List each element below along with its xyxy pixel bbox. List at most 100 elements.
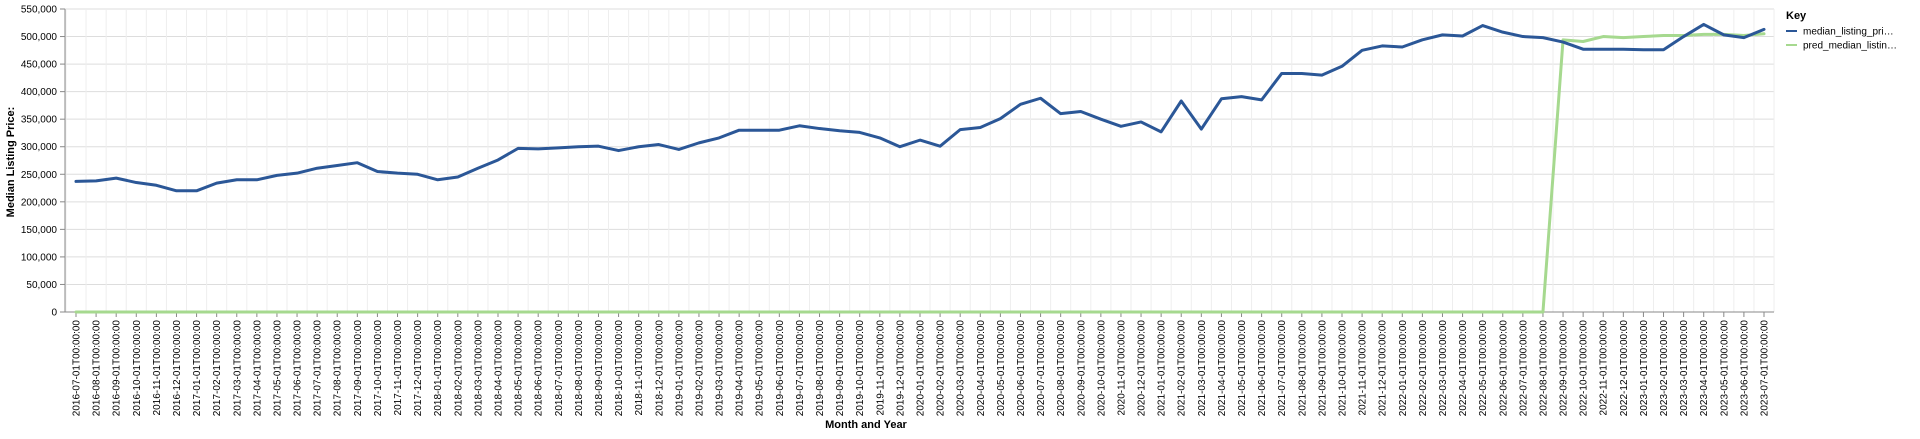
x-tick-label: 2020-09-01T00:00:00 xyxy=(1076,320,1087,417)
x-tick-label: 2018-03-01T00:00:00 xyxy=(473,320,484,417)
x-tick-label: 2017-03-01T00:00:00 xyxy=(232,320,243,417)
series-lines xyxy=(74,22,1766,314)
y-tick-label: 50,000 xyxy=(26,280,57,291)
x-tick-label: 2023-03-01T00:00:00 xyxy=(1679,320,1690,417)
x-tick-label: 2018-05-01T00:00:00 xyxy=(514,320,525,417)
x-tick-label: 2022-01-01T00:00:00 xyxy=(1398,320,1409,417)
x-tick-label: 2017-08-01T00:00:00 xyxy=(333,320,344,417)
x-tick-label: 2016-12-01T00:00:00 xyxy=(172,320,183,417)
x-tick-label: 2017-11-01T00:00:00 xyxy=(393,320,404,416)
x-tick-label: 2021-02-01T00:00:00 xyxy=(1177,320,1188,417)
x-tick-label: 2022-02-01T00:00:00 xyxy=(1418,320,1429,417)
y-axis: 0 50,000 100,000 150,000 200,000 250,000 300,0… xyxy=(21,5,66,319)
y-tick-label: 450,000 xyxy=(21,60,58,71)
x-tick-label: 2018-07-01T00:00:00 xyxy=(554,320,565,417)
x-tick-label: 2022-11-01T00:00:00 xyxy=(1599,320,1610,416)
gridlines xyxy=(65,8,1775,313)
x-tick-label: 2021-01-01T00:00:00 xyxy=(1157,320,1168,417)
x-tick-label: 2023-05-01T00:00:00 xyxy=(1719,320,1730,417)
legend-label: pred_median_listin… xyxy=(1803,41,1897,52)
y-tick-label: 100,000 xyxy=(21,252,58,263)
x-tick-label: 2022-03-01T00:00:00 xyxy=(1438,320,1449,417)
x-tick-label: 2018-04-01T00:00:00 xyxy=(494,320,505,417)
x-tick-label: 2016-10-01T00:00:00 xyxy=(132,320,143,417)
x-tick-label: 2019-01-01T00:00:00 xyxy=(674,320,685,417)
x-tick-label: 2020-07-01T00:00:00 xyxy=(1036,320,1047,417)
x-tick-label: 2019-02-01T00:00:00 xyxy=(694,320,705,417)
x-tick-label: 2021-09-01T00:00:00 xyxy=(1317,320,1328,417)
x-tick-label: 2021-10-01T00:00:00 xyxy=(1338,320,1349,417)
y-tick-label: 250,000 xyxy=(21,170,58,181)
x-tick-label: 2021-07-01T00:00:00 xyxy=(1277,320,1288,417)
x-axis-title: Month and Year xyxy=(825,419,907,431)
x-tick-label: 2020-12-01T00:00:00 xyxy=(1137,320,1148,417)
x-tick-label: 2022-09-01T00:00:00 xyxy=(1559,320,1570,417)
x-tick-label: 2022-06-01T00:00:00 xyxy=(1498,320,1509,417)
x-tick-label: 2020-02-01T00:00:00 xyxy=(936,320,947,417)
x-tick-label: 2023-01-01T00:00:00 xyxy=(1639,320,1650,417)
x-tick-label: 2017-12-01T00:00:00 xyxy=(413,320,424,417)
x-tick-label: 2019-09-01T00:00:00 xyxy=(835,320,846,417)
x-tick-label: 2017-05-01T00:00:00 xyxy=(272,320,283,417)
x-tick-label: 2020-04-01T00:00:00 xyxy=(976,320,987,417)
x-tick-label: 2022-05-01T00:00:00 xyxy=(1478,320,1489,417)
x-tick-label: 2018-01-01T00:00:00 xyxy=(433,320,444,417)
series-line-0 xyxy=(74,22,1766,193)
x-tick-label: 2022-12-01T00:00:00 xyxy=(1619,320,1630,417)
x-tick-label: 2020-01-01T00:00:00 xyxy=(916,320,927,417)
x-tick-label: 2018-12-01T00:00:00 xyxy=(654,320,665,417)
x-tick-label: 2018-10-01T00:00:00 xyxy=(614,320,625,417)
x-tick-label: 2023-04-01T00:00:00 xyxy=(1699,320,1710,417)
x-tick-label: 2017-02-01T00:00:00 xyxy=(212,320,223,417)
legend-label: median_listing_pri… xyxy=(1803,27,1894,38)
x-tick-label: 2016-07-01T00:00:00 xyxy=(72,320,83,417)
x-tick-label: 2019-10-01T00:00:00 xyxy=(855,320,866,417)
x-tick-label: 2017-10-01T00:00:00 xyxy=(373,320,384,417)
x-tick-label: 2019-06-01T00:00:00 xyxy=(775,320,786,417)
y-tick-label: 350,000 xyxy=(21,115,58,126)
y-tick-label: 500,000 xyxy=(21,32,58,43)
x-tick-label: 2023-02-01T00:00:00 xyxy=(1659,320,1670,417)
x-tick-label: 2016-11-01T00:00:00 xyxy=(152,320,163,416)
x-tick-label: 2019-05-01T00:00:00 xyxy=(755,320,766,417)
x-tick-label: 2018-09-01T00:00:00 xyxy=(594,320,605,417)
x-tick-label: 2021-03-01T00:00:00 xyxy=(1197,320,1208,417)
x-tick-label: 2018-02-01T00:00:00 xyxy=(453,320,464,417)
x-tick-label: 2021-08-01T00:00:00 xyxy=(1297,320,1308,417)
x-tick-label: 2018-06-01T00:00:00 xyxy=(534,320,545,417)
x-tick-label: 2022-10-01T00:00:00 xyxy=(1579,320,1590,417)
x-tick-label: 2022-07-01T00:00:00 xyxy=(1518,320,1529,417)
y-tick-label: 550,000 xyxy=(21,5,58,16)
x-tick-label: 2023-06-01T00:00:00 xyxy=(1739,320,1750,417)
x-tick-label: 2016-09-01T00:00:00 xyxy=(112,320,123,417)
y-tick-label: 300,000 xyxy=(21,142,58,153)
x-tick-label: 2019-08-01T00:00:00 xyxy=(815,320,826,417)
x-tick-label: 2019-07-01T00:00:00 xyxy=(795,320,806,417)
x-tick-label: 2021-11-01T00:00:00 xyxy=(1358,320,1369,416)
x-tick-label: 2020-03-01T00:00:00 xyxy=(956,320,967,417)
x-tick-label: 2021-12-01T00:00:00 xyxy=(1378,320,1389,417)
x-tick-label: 2017-06-01T00:00:00 xyxy=(293,320,304,417)
x-tick-label: 2021-04-01T00:00:00 xyxy=(1217,320,1228,417)
y-axis-title: Median Listing Price: xyxy=(5,107,17,218)
x-tick-label: 2021-06-01T00:00:00 xyxy=(1257,320,1268,417)
x-tick-label: 2020-08-01T00:00:00 xyxy=(1056,320,1067,417)
legend: Key median_listing_pri… pred_median_listi… xyxy=(1786,10,1897,52)
legend-title: Key xyxy=(1786,10,1807,22)
y-tick-label: 200,000 xyxy=(21,197,58,208)
x-tick-label: 2017-04-01T00:00:00 xyxy=(252,320,263,417)
x-tick-label: 2017-07-01T00:00:00 xyxy=(313,320,324,417)
x-axis: 2016-07-01T00:00:00 2016-08-01T00:00:00 20… xyxy=(65,311,1774,417)
x-tick-label: 2019-12-01T00:00:00 xyxy=(895,320,906,417)
x-tick-label: 2023-07-01T00:00:00 xyxy=(1760,320,1771,417)
x-tick-label: 2019-03-01T00:00:00 xyxy=(715,320,726,417)
x-tick-label: 2022-08-01T00:00:00 xyxy=(1538,320,1549,417)
x-tick-label: 2019-04-01T00:00:00 xyxy=(735,320,746,417)
x-tick-label: 2016-08-01T00:00:00 xyxy=(92,320,103,417)
x-tick-label: 2019-11-01T00:00:00 xyxy=(875,320,886,416)
x-tick-label: 2021-05-01T00:00:00 xyxy=(1237,320,1248,417)
x-tick-label: 2017-01-01T00:00:00 xyxy=(192,320,203,417)
x-tick-label: 2020-11-01T00:00:00 xyxy=(1116,320,1127,416)
x-tick-label: 2018-08-01T00:00:00 xyxy=(574,320,585,417)
